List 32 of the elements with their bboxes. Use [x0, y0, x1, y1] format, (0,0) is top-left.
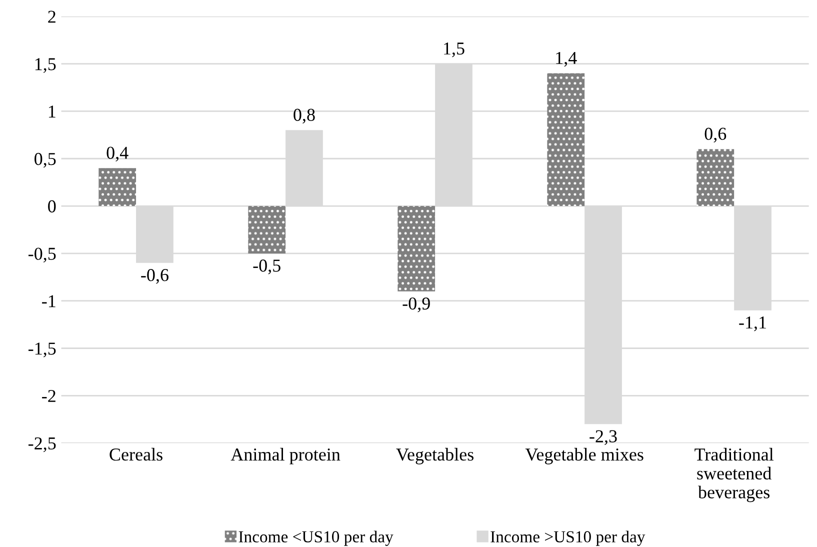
y-tick-label: -0,5 [28, 248, 56, 262]
bar [398, 206, 436, 292]
y-tick-label: -1,5 [28, 342, 56, 358]
y-tick-label: -2 [42, 390, 56, 402]
y-tick-label: 2 [48, 10, 56, 23]
data-label: -1,1 [739, 316, 766, 332]
data-label: -2,3 [590, 430, 617, 445]
y-tick-label: -2,5 [28, 437, 56, 452]
data-label: 0,8 [294, 108, 315, 124]
data-label: -0,6 [141, 269, 168, 284]
data-label: 0,6 [704, 128, 726, 143]
bar [547, 73, 585, 206]
bar [248, 206, 286, 254]
y-tick-label: 1,5 [35, 58, 56, 73]
data-label: 0,4 [106, 146, 128, 162]
bar [696, 149, 734, 206]
x-tick-label: Cereals [110, 448, 162, 461]
y-tick-label: 1 [48, 106, 56, 118]
bar [98, 168, 136, 206]
data-label: 1,5 [444, 42, 464, 58]
legend-label: Income >US10 per day [490, 530, 646, 546]
y-tick-label: 0 [48, 200, 56, 212]
x-tick-label: Traditional sweetened beverages [694, 448, 774, 502]
data-label: -0,9 [402, 297, 430, 312]
x-tick-label: Animal protein [230, 448, 340, 464]
legend-label: Income <US10 per day [238, 530, 394, 546]
y-tick-label: -1 [42, 295, 56, 308]
data-label: 1,4 [556, 52, 577, 67]
x-tick-label: Vegetable mixes [525, 448, 644, 464]
data-label: -0,5 [253, 260, 280, 274]
y-tick-label: 0,5 [34, 152, 56, 168]
x-tick-label: Vegetables [396, 448, 474, 464]
